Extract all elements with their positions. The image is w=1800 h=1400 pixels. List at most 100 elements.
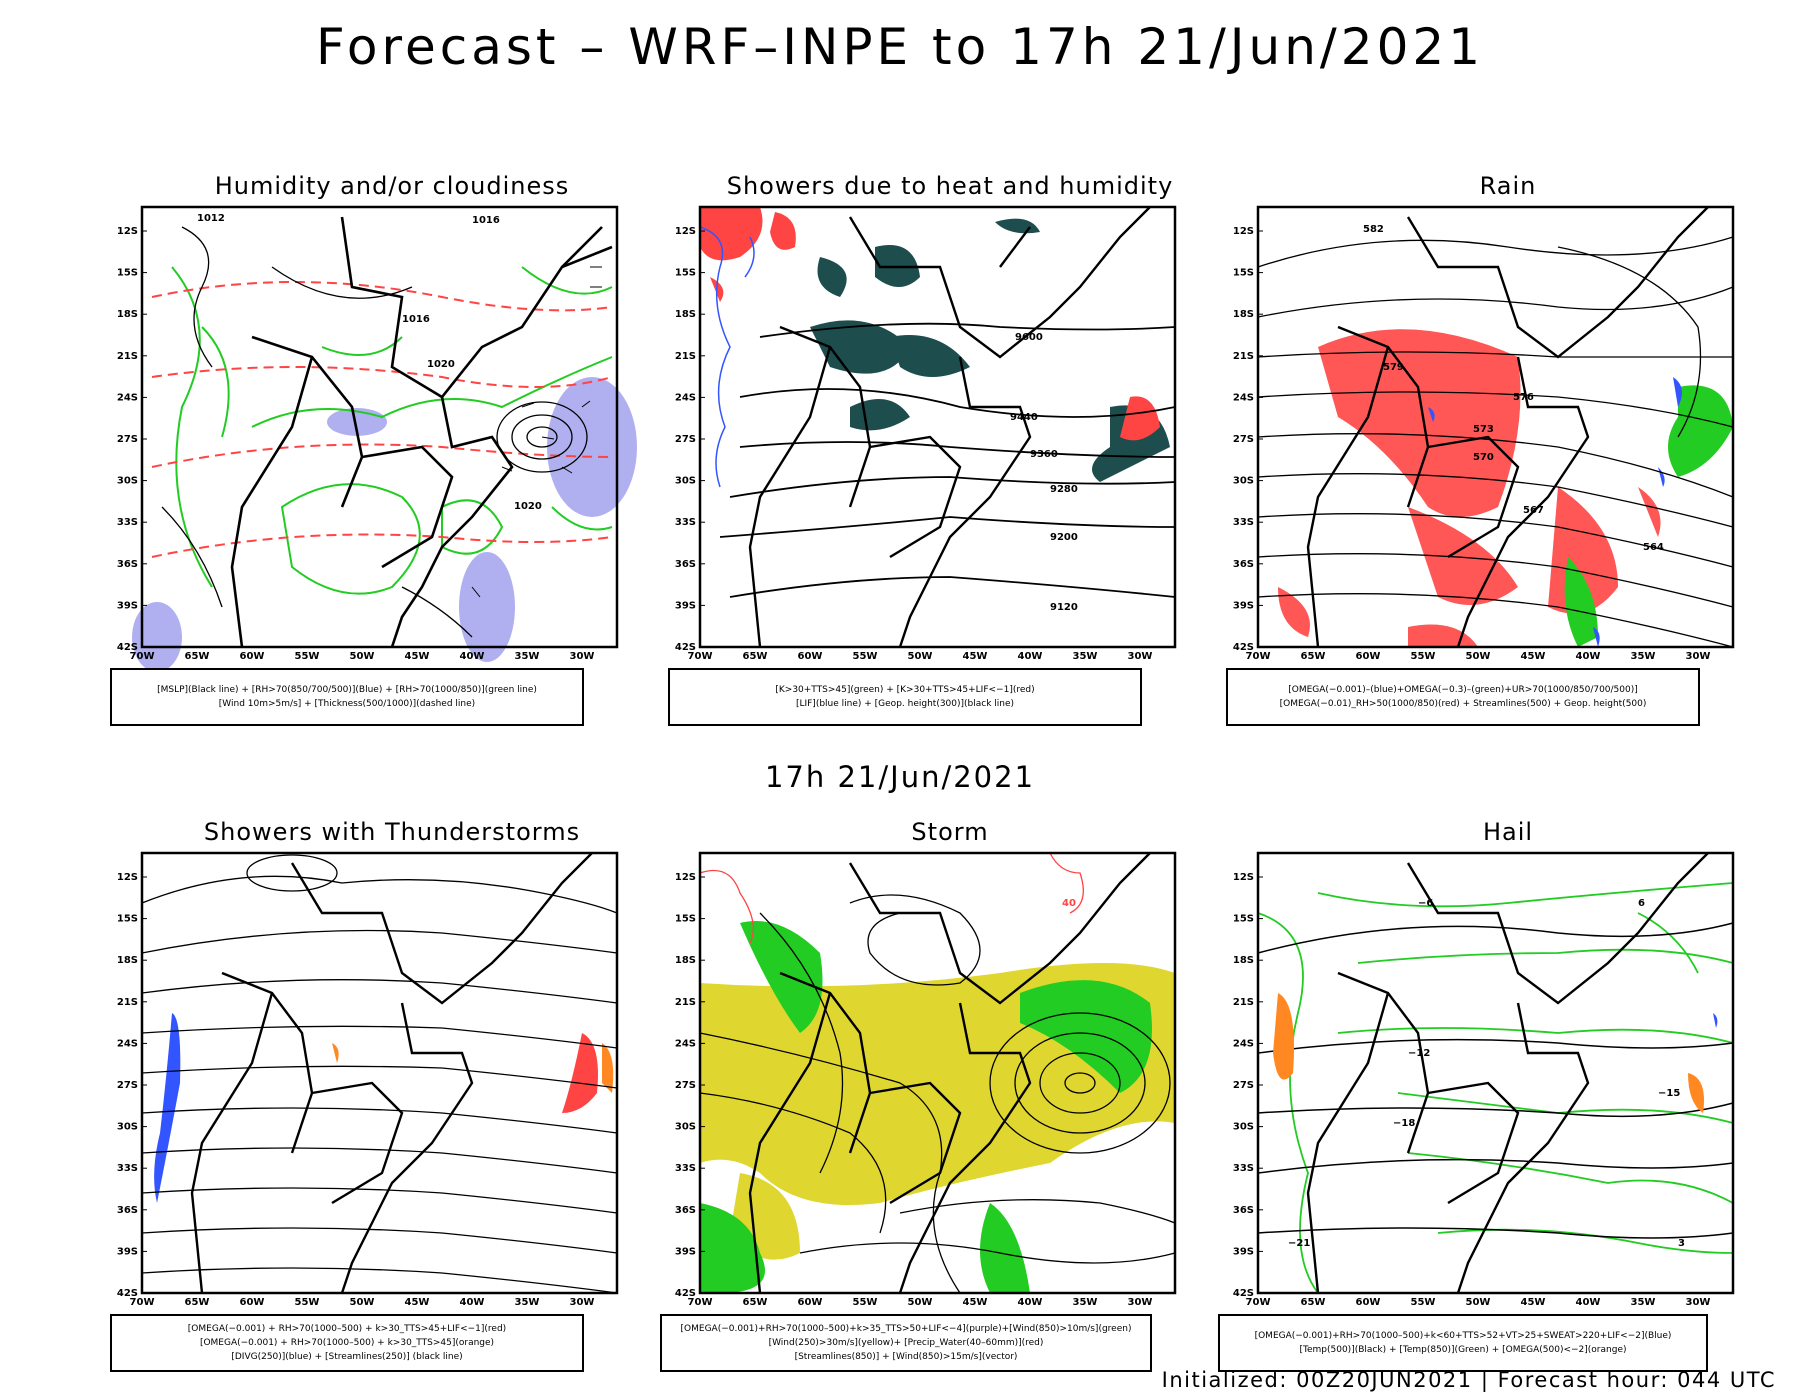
lon-tick-label: 30W	[1686, 1297, 1711, 1308]
streamlines	[699, 894, 1176, 1294]
lon-tick-label: 50W	[908, 1297, 933, 1308]
lat-tick-label: 36S	[117, 1205, 138, 1216]
lat-tick-label: 30S	[675, 1122, 696, 1133]
thunderstorm-red-area	[562, 1033, 598, 1113]
lon-tick-label: 50W	[1466, 651, 1491, 662]
lon-tick-label: 50W	[908, 651, 933, 662]
lon-tick-label: 65W	[185, 1297, 210, 1308]
lon-tick-label: 60W	[240, 651, 265, 662]
lat-tick-label: 12S	[117, 226, 138, 237]
lat-tick-label: 18S	[675, 955, 696, 966]
main-title: Forecast – WRF–INPE to 17h 21/Jun/2021	[315, 18, 1485, 76]
lon-tick-label: 55W	[1411, 1297, 1436, 1308]
borders	[1306, 206, 1709, 648]
svg-text:1012: 1012	[197, 213, 225, 224]
svg-text:−21: −21	[1288, 1238, 1310, 1249]
lon-tick-label: 70W	[1246, 651, 1271, 662]
svg-text:582: 582	[1363, 224, 1384, 235]
contour-labels: 40	[1062, 898, 1076, 909]
lat-tick-label: 39S	[1233, 600, 1254, 611]
lat-tick-label: 24S	[117, 1038, 138, 1049]
legend-line: [Streamlines(850)] + [Wind(850)>15m/s](v…	[794, 1352, 1018, 1362]
lon-tick-label: 55W	[295, 1297, 320, 1308]
lat-tick-label: 39S	[1233, 1246, 1254, 1257]
lon-tick-label: 40W	[460, 651, 485, 662]
lat-tick-label: 27S	[1233, 1080, 1254, 1091]
map-humidity: 1012 1016 1020 1016 1020 12S 15S 18S 21S 24S…	[117, 205, 637, 672]
lat-tick-label: 21S	[1233, 997, 1254, 1008]
contour-labels: 9600 9440 9360 9280 9200 9120	[1010, 332, 1078, 613]
lat-tick-label: 12S	[1233, 226, 1254, 237]
panel-title: Humidity and/or cloudiness	[214, 172, 570, 200]
lon-tick-label: 45W	[963, 651, 988, 662]
rh-area	[547, 377, 637, 517]
svg-text:573: 573	[1473, 424, 1494, 435]
lat-tick-label: 42S	[1233, 642, 1254, 653]
lon-tick-label: 35W	[515, 651, 540, 662]
lat-tick-label: 42S	[1233, 1288, 1254, 1299]
lon-tick-label: 70W	[130, 1297, 155, 1308]
legend-line: [OMEGA(−0.001) + RH>70(1000–500) + k>30_…	[187, 1324, 507, 1334]
lat-tick-label: 39S	[675, 1246, 696, 1257]
contour-labels: 582 579 576 573 570 567 564	[1363, 224, 1664, 553]
lat-tick-label: 33S	[1233, 517, 1254, 528]
geop-height-contours	[719, 322, 1176, 598]
legend-line: [K>30+TTS>45](green) + [K>30+TTS>45+LIF<…	[775, 685, 1035, 695]
svg-text:567: 567	[1523, 505, 1544, 516]
lon-tick-label: 35W	[1631, 651, 1656, 662]
lon-tick-label: 35W	[1073, 651, 1098, 662]
legend-line: [LIF](blue line) + [Geop. height(300)](b…	[795, 699, 1015, 709]
lat-tick-label: 12S	[675, 226, 696, 237]
lon-tick-label: 40W	[460, 1297, 485, 1308]
lat-tick-label: 27S	[675, 1080, 696, 1091]
precip-water-line	[699, 852, 1084, 944]
lon-tick-label: 35W	[515, 1297, 540, 1308]
panel-thunderstorms: Showers with Thunderstorms	[112, 818, 672, 1378]
panel-title: Showers with Thunderstorms	[203, 818, 581, 846]
svg-text:9600: 9600	[1015, 332, 1043, 343]
svg-text:1020: 1020	[427, 359, 455, 370]
lat-tick-label: 30S	[675, 476, 696, 487]
svg-text:9200: 9200	[1050, 532, 1078, 543]
legend-line: [OMEGA(−0.001)+RH>70(1000–500)+k>35_TTS>…	[680, 1324, 1132, 1334]
lat-tick-label: 39S	[675, 600, 696, 611]
legend-line: [OMEGA(−0.001) + RH>70(1000–500) + k>30_…	[199, 1338, 495, 1348]
lat-tick-label: 27S	[117, 434, 138, 445]
borders	[1306, 852, 1709, 1294]
svg-text:−18: −18	[1393, 1118, 1415, 1129]
wind850-area	[700, 921, 1152, 1293]
panel-title: Showers due to heat and humidity	[726, 172, 1174, 200]
lon-tick-label: 70W	[688, 1297, 713, 1308]
lon-tick-label: 70W	[1246, 1297, 1271, 1308]
lat-tick-label: 21S	[1233, 351, 1254, 362]
lat-tick-label: 30S	[117, 1122, 138, 1133]
lat-tick-label: 15S	[1233, 914, 1254, 925]
temp500-contours	[1257, 922, 1734, 1239]
borders	[748, 852, 1151, 1294]
lon-tick-label: 55W	[295, 651, 320, 662]
lat-tick-label: 27S	[117, 1080, 138, 1091]
lon-tick-label: 45W	[405, 1297, 430, 1308]
lat-tick-label: 36S	[117, 559, 138, 570]
lon-tick-label: 65W	[743, 651, 768, 662]
map-hail: −6 −12 −15 −18 −21 6 3 12S 15S 18S 21S 24S 27…	[1233, 851, 1735, 1308]
streamlines	[141, 854, 618, 1294]
lat-tick-label: 12S	[675, 872, 696, 883]
lat-tick-label: 18S	[1233, 309, 1254, 320]
legend-line: [Wind(250)>30m/s](yellow)+ [Precip_Water…	[768, 1338, 1044, 1348]
borders	[230, 216, 613, 648]
lon-tick-label: 40W	[1576, 651, 1601, 662]
lon-tick-label: 55W	[1411, 651, 1436, 662]
lon-tick-label: 50W	[350, 1297, 375, 1308]
svg-text:−12: −12	[1408, 1048, 1430, 1059]
map-showers-heat: 9600 9440 9360 9280 9200 9120 12S 15S 18S 2…	[675, 205, 1177, 662]
lon-tick-label: 60W	[798, 651, 823, 662]
svg-text:3: 3	[1678, 1238, 1685, 1249]
legend-line: [Wind 10m>5m/s] + [Thickness(500/1000)](…	[218, 699, 476, 709]
legend-line: [MSLP](Black line) + [RH>70(850/700/500)…	[157, 685, 537, 695]
contour-labels: 1012 1016 1020 1016 1020	[197, 213, 542, 512]
svg-text:6: 6	[1638, 898, 1645, 909]
lon-tick-label: 70W	[130, 651, 155, 662]
lat-tick-label: 15S	[1233, 268, 1254, 279]
lon-tick-label: 35W	[1631, 1297, 1656, 1308]
